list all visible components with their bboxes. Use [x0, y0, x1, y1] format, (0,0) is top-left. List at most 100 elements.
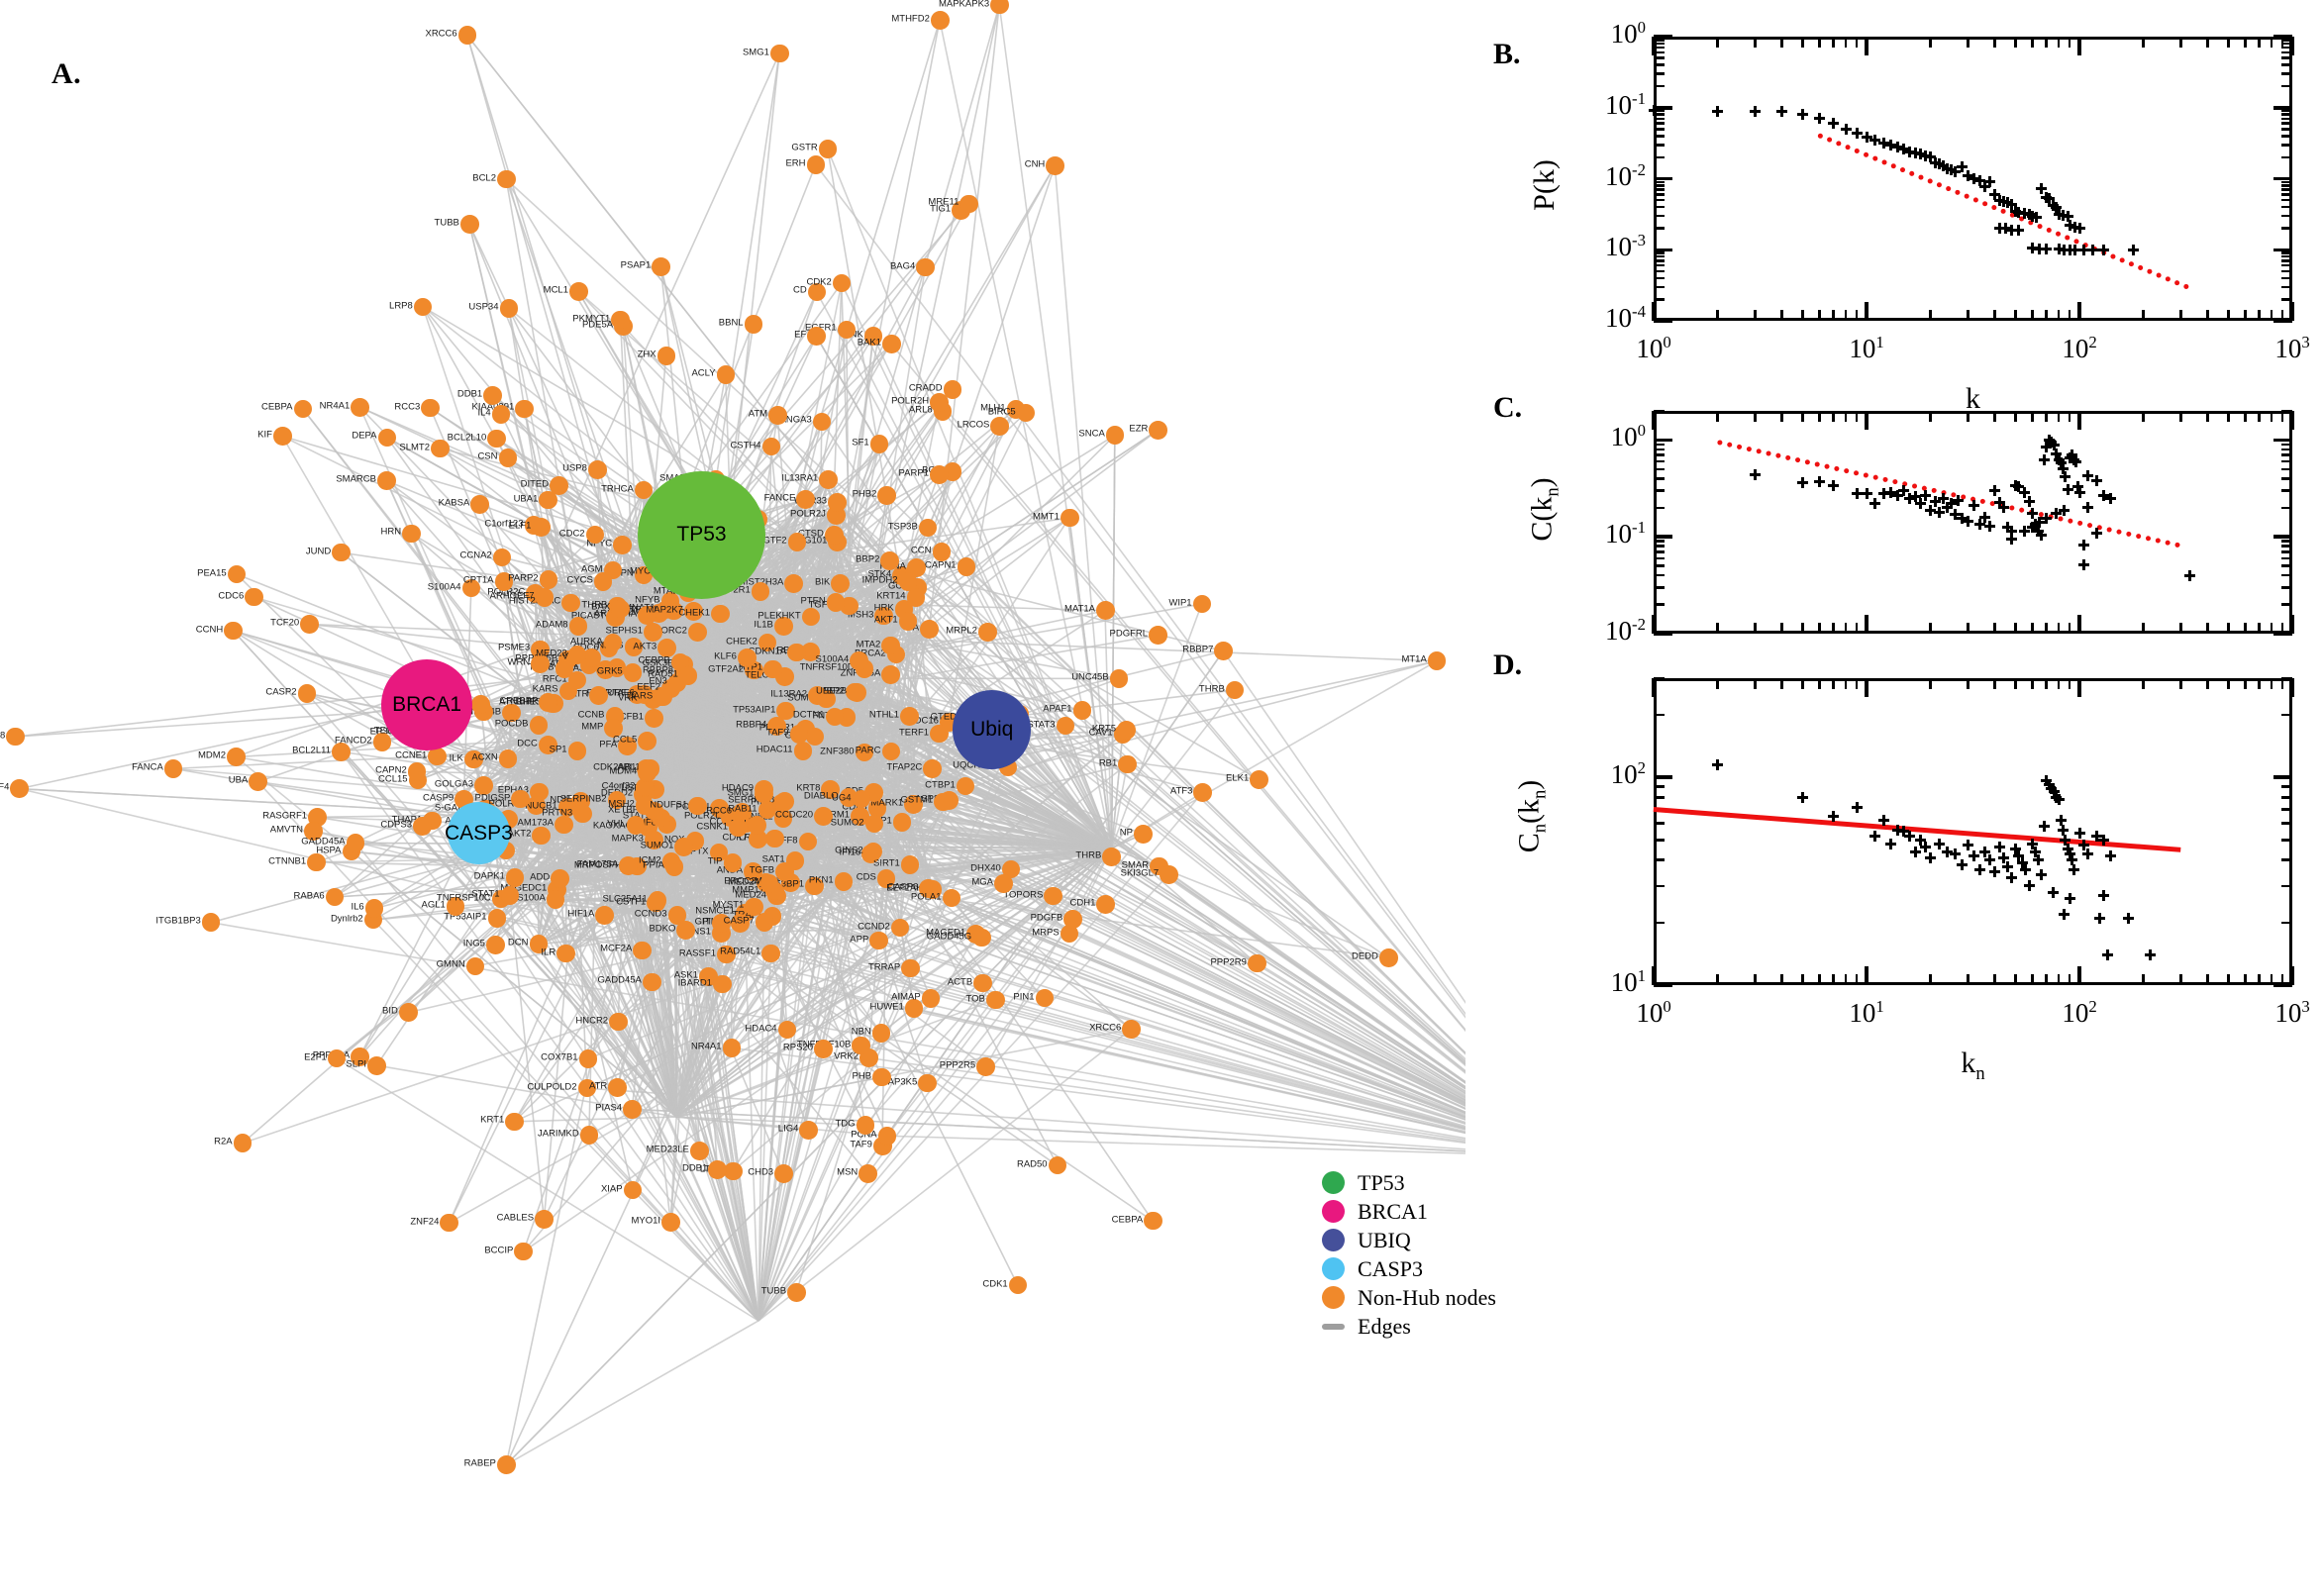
network-node[interactable]: [413, 817, 432, 837]
network-node[interactable]: [1096, 601, 1115, 620]
network-node[interactable]: [398, 1003, 418, 1022]
network-node[interactable]: [805, 727, 825, 747]
network-node[interactable]: [657, 639, 676, 657]
network-node[interactable]: [367, 1056, 386, 1075]
network-node[interactable]: [644, 831, 663, 849]
network-node[interactable]: [498, 749, 518, 768]
network-node[interactable]: [539, 692, 558, 712]
network-node[interactable]: [474, 776, 493, 795]
network-node[interactable]: [877, 1126, 897, 1146]
network-node[interactable]: [687, 623, 707, 642]
network-node[interactable]: [644, 623, 662, 642]
network-node[interactable]: [906, 588, 926, 607]
network-node[interactable]: [245, 587, 263, 607]
network-node[interactable]: [775, 862, 794, 882]
network-node[interactable]: [327, 1048, 347, 1068]
network-node[interactable]: [1105, 426, 1125, 445]
network-node[interactable]: [249, 772, 267, 791]
network-node[interactable]: [769, 44, 789, 63]
network-node[interactable]: [535, 587, 555, 607]
legend-item[interactable]: UBIQ: [1322, 1226, 1500, 1254]
network-node[interactable]: [683, 602, 703, 622]
network-node[interactable]: [819, 470, 838, 490]
network-node[interactable]: [233, 1134, 252, 1153]
network-node[interactable]: [932, 543, 952, 561]
network-node[interactable]: [10, 779, 30, 798]
network-node[interactable]: [227, 748, 246, 766]
network-node[interactable]: [755, 913, 774, 932]
network-node[interactable]: [777, 1020, 797, 1040]
network-node[interactable]: [515, 399, 534, 419]
network-node[interactable]: [831, 574, 850, 593]
network-node[interactable]: [332, 543, 351, 562]
legend-item[interactable]: TP53: [1322, 1168, 1500, 1197]
network-node[interactable]: [722, 1038, 742, 1057]
network-node[interactable]: [1134, 825, 1153, 844]
network-node[interactable]: [869, 435, 889, 453]
network-node[interactable]: [828, 493, 847, 512]
network-node[interactable]: [494, 572, 514, 591]
network-node[interactable]: [579, 1125, 599, 1145]
network-node[interactable]: [483, 386, 502, 405]
network-node[interactable]: [711, 604, 730, 624]
network-node[interactable]: [578, 1049, 598, 1068]
network-node[interactable]: [733, 803, 752, 822]
network-node[interactable]: [567, 741, 587, 760]
network-node[interactable]: [765, 829, 784, 848]
network-node[interactable]: [758, 633, 777, 652]
network-node[interactable]: [163, 759, 183, 778]
network-node[interactable]: [834, 872, 854, 891]
network-node[interactable]: [805, 876, 824, 896]
network-node[interactable]: [304, 821, 323, 841]
network-node[interactable]: [529, 935, 549, 953]
network-node[interactable]: [407, 762, 427, 781]
network-node[interactable]: [763, 659, 782, 679]
network-node[interactable]: [716, 365, 736, 384]
network-node[interactable]: [587, 460, 607, 479]
network-node[interactable]: [1016, 403, 1036, 423]
network-node[interactable]: [904, 795, 923, 814]
network-node[interactable]: [689, 1141, 709, 1160]
network-node[interactable]: [446, 897, 465, 916]
network-node[interactable]: [755, 784, 774, 804]
network-node[interactable]: [956, 776, 975, 796]
network-hub-ubiq[interactable]: Ubiq: [953, 690, 1032, 769]
network-node[interactable]: [1149, 626, 1167, 645]
network-node[interactable]: [768, 406, 787, 425]
network-node[interactable]: [812, 412, 832, 432]
network-node[interactable]: [808, 685, 827, 705]
network-node[interactable]: [881, 742, 901, 761]
network-node[interactable]: [712, 914, 731, 933]
network-node[interactable]: [798, 832, 818, 851]
network-node[interactable]: [623, 1100, 642, 1119]
network-node[interactable]: [904, 999, 924, 1018]
network-node[interactable]: [957, 557, 976, 576]
network-node[interactable]: [876, 869, 896, 888]
network-node[interactable]: [916, 257, 935, 277]
network-node[interactable]: [539, 490, 558, 510]
network-node[interactable]: [776, 701, 796, 721]
network-node[interactable]: [634, 480, 654, 500]
network-node[interactable]: [428, 747, 447, 766]
network-node[interactable]: [801, 643, 820, 661]
network-node[interactable]: [801, 607, 821, 627]
network-node[interactable]: [307, 852, 326, 872]
network-node[interactable]: [300, 615, 319, 634]
network-node[interactable]: [990, 0, 1009, 15]
network-node[interactable]: [595, 906, 614, 925]
network-node[interactable]: [821, 780, 841, 799]
network-node[interactable]: [985, 990, 1005, 1010]
network-node[interactable]: [538, 736, 557, 754]
network-node[interactable]: [890, 918, 910, 938]
network-node[interactable]: [930, 393, 949, 413]
network-node[interactable]: [918, 518, 938, 538]
network-node[interactable]: [421, 398, 440, 418]
network-node[interactable]: [487, 429, 506, 449]
network-node[interactable]: [440, 1213, 459, 1233]
network-node[interactable]: [555, 815, 573, 835]
network-node[interactable]: [676, 921, 696, 940]
network-node[interactable]: [624, 638, 644, 656]
network-node[interactable]: [491, 404, 511, 424]
network-node[interactable]: [485, 935, 505, 954]
network-node[interactable]: [806, 154, 826, 174]
